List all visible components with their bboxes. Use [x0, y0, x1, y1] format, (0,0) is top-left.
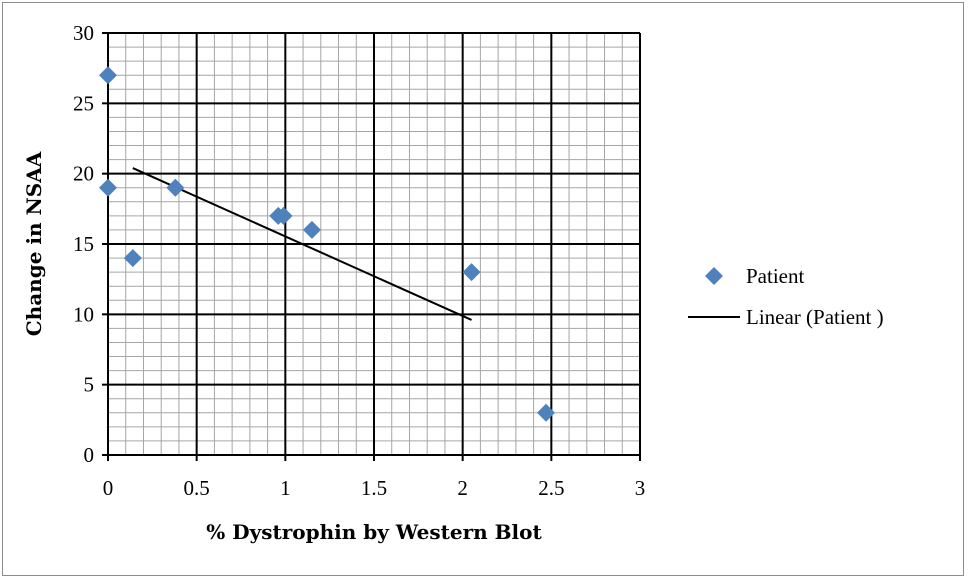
x-tick-label: 0.5	[184, 476, 210, 500]
data-point	[123, 249, 142, 268]
y-tick-label: 10	[73, 302, 94, 326]
legend-label-patient: Patient	[746, 264, 804, 288]
y-tick-label: 30	[73, 21, 94, 45]
x-tick-label: 0	[103, 476, 114, 500]
legend-label-linear: Linear (Patient )	[746, 305, 884, 329]
x-tick-label: 2.5	[538, 476, 564, 500]
y-tick-label: 20	[73, 162, 94, 186]
y-tick-label: 15	[73, 232, 94, 256]
legend-marker-patient	[705, 267, 723, 285]
data-point	[462, 263, 481, 282]
trendline-group	[132, 167, 472, 321]
axes	[102, 32, 641, 461]
trendline	[132, 167, 472, 321]
x-tick-labels: 0 0.5 1 1.5 2 2.5 3	[103, 476, 646, 500]
data-point	[274, 206, 293, 225]
data-point	[302, 220, 321, 239]
data-point	[537, 403, 556, 422]
legend: Patient Linear (Patient )	[688, 264, 884, 329]
major-gridlines	[107, 32, 641, 456]
data-point	[99, 178, 117, 197]
x-tick-label: 2	[457, 476, 468, 500]
scatter-chart: 0 0.5 1 1.5 2 2.5 3 0 5 10 15 20 25 30 % Dystrophin …	[22, 21, 884, 544]
y-tick-label: 5	[84, 373, 95, 397]
y-axis-title: Change in NSAA	[22, 151, 46, 336]
y-tick-label: 0	[84, 443, 95, 467]
x-axis-title: % Dystrophin by Western Blot	[206, 520, 542, 544]
x-tick-label: 1.5	[361, 476, 387, 500]
data-point	[99, 66, 117, 85]
x-tick-label: 3	[635, 476, 646, 500]
x-tick-label: 1	[280, 476, 291, 500]
y-tick-labels: 0 5 10 15 20 25 30	[73, 21, 94, 467]
data-point	[166, 178, 185, 197]
y-tick-label: 25	[73, 91, 94, 115]
